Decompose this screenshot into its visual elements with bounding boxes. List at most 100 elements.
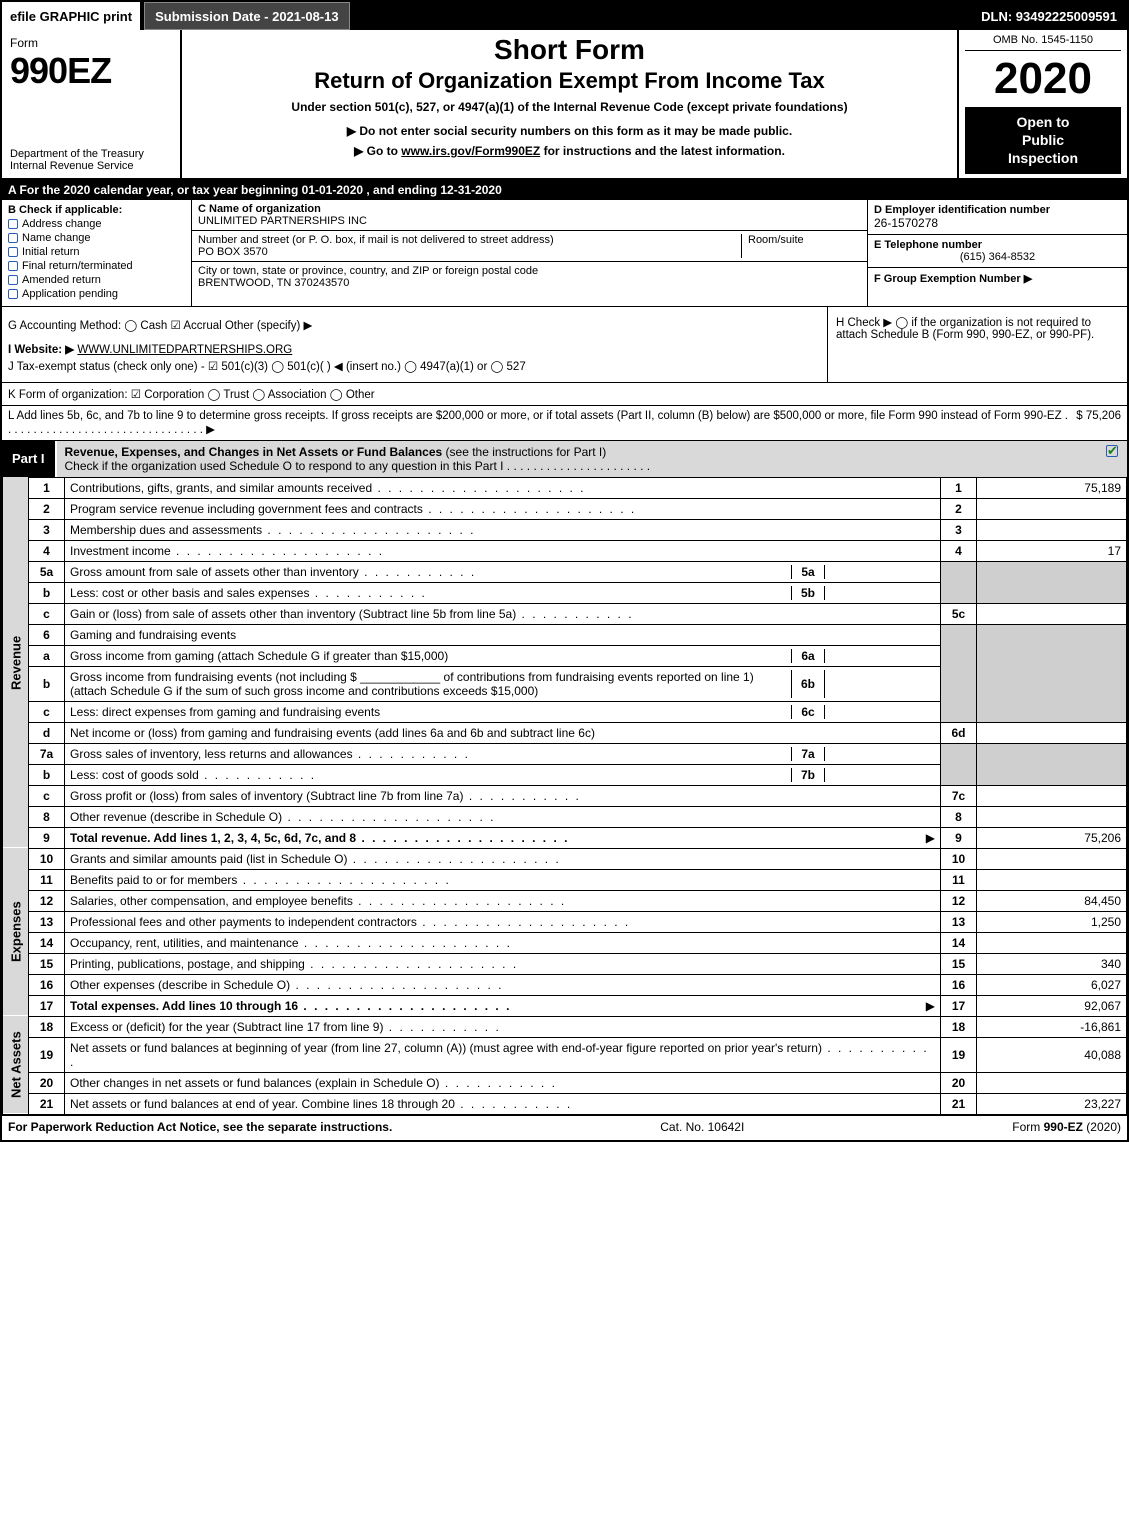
line-l-text: L Add lines 5b, 6c, and 7b to line 9 to … [8,410,1076,436]
row1-desc: Contributions, gifts, grants, and simila… [70,481,586,495]
gl-left: G Accounting Method: ◯ Cash ☑ Accrual Ot… [2,307,827,382]
header-grid: B Check if applicable: Address change Na… [2,200,1127,307]
row4-desc: Investment income [70,544,384,558]
irs-link[interactable]: www.irs.gov/Form990EZ [401,144,540,158]
footer-mid: Cat. No. 10642I [660,1120,744,1134]
row12-rn: 12 [941,890,977,911]
row7c-rn: 7c [941,785,977,806]
part-i-table: Revenue 1 Contributions, gifts, grants, … [2,477,1127,1115]
title-center: Short Form Return of Organization Exempt… [182,30,957,178]
chk-name-change[interactable]: Name change [8,232,185,244]
chk-initial-return[interactable]: Initial return [8,246,185,258]
part-i-header: Part I Revenue, Expenses, and Changes in… [2,441,1127,477]
row15-num: 15 [29,953,65,974]
tax-year: 2020 [965,57,1121,101]
row14-amt [977,932,1127,953]
org-name: UNLIMITED PARTNERSHIPS INC [198,215,367,227]
row11-amt [977,869,1127,890]
return-title: Return of Organization Exempt From Incom… [192,68,947,94]
line-i-pre: I Website: ▶ [8,344,74,356]
row10-num: 10 [29,848,65,869]
line-g: G Accounting Method: ◯ Cash ☑ Accrual Ot… [8,318,821,332]
part-i-sub: Check if the organization used Schedule … [65,459,651,473]
dln-label: DLN: 93492225009591 [971,5,1127,28]
goto-pre: ▶ Go to [354,144,401,158]
row21-num: 21 [29,1093,65,1114]
row9-desc: Total revenue. Add lines 1, 2, 3, 4, 5c,… [70,831,569,845]
row17-desc: Total expenses. Add lines 10 through 16 [70,999,511,1013]
page-footer: For Paperwork Reduction Act Notice, see … [2,1115,1127,1140]
row13-num: 13 [29,911,65,932]
row3-amt [977,519,1127,540]
efile-print-label[interactable]: efile GRAPHIC print [2,2,140,30]
form-id-box: Form 990EZ Department of the Treasury In… [2,30,182,178]
section-a-bar: A For the 2020 calendar year, or tax yea… [2,180,1127,200]
row21-rn: 21 [941,1093,977,1114]
row19-desc: Net assets or fund balances at beginning… [70,1041,929,1069]
row15-desc: Printing, publications, postage, and shi… [70,957,518,971]
row16-amt: 6,027 [977,974,1127,995]
row11-desc: Benefits paid to or for members [70,873,451,887]
row7b-desc: Less: cost of goods sold [70,768,791,782]
row7c-num: c [29,785,65,806]
row7a-desc: Gross sales of inventory, less returns a… [70,747,791,761]
row5c-num: c [29,603,65,624]
row6a-mn: 6a [791,649,825,663]
col-b-checkboxes: B Check if applicable: Address change Na… [2,200,192,306]
chk-application-pending[interactable]: Application pending [8,288,185,300]
row19-num: 19 [29,1037,65,1072]
row13-rn: 13 [941,911,977,932]
row5b-num: b [29,582,65,603]
chk-amended-return[interactable]: Amended return [8,274,185,286]
chk-final-return[interactable]: Final return/terminated [8,260,185,272]
row7a-num: 7a [29,743,65,764]
chk-address-change[interactable]: Address change [8,218,185,230]
row2-rn: 2 [941,498,977,519]
row20-rn: 20 [941,1072,977,1093]
part-i-label: Part I [2,441,57,477]
row9-amt: 75,206 [977,827,1127,848]
row1-num: 1 [29,477,65,498]
dept-treasury: Department of the Treasury [10,148,172,160]
row18-rn: 18 [941,1016,977,1037]
form-990ez-page: efile GRAPHIC print Submission Date - 20… [0,0,1129,1142]
part-i-schedule-o-check[interactable] [1097,441,1127,477]
website-link[interactable]: WWW.UNLIMITEDPARTNERSHIPS.ORG [77,344,292,356]
line-l-amount: $ 75,206 [1076,410,1121,436]
code-subtitle: Under section 501(c), 527, or 4947(a)(1)… [192,100,947,114]
row8-desc: Other revenue (describe in Schedule O) [70,810,495,824]
row3-num: 3 [29,519,65,540]
row18-desc: Excess or (deficit) for the year (Subtra… [70,1020,501,1034]
row8-num: 8 [29,806,65,827]
row14-num: 14 [29,932,65,953]
row6-num: 6 [29,624,65,645]
row1-amt: 75,189 [977,477,1127,498]
top-bar: efile GRAPHIC print Submission Date - 20… [2,2,1127,30]
row12-amt: 84,450 [977,890,1127,911]
row2-desc: Program service revenue including govern… [70,502,636,516]
row6a-num: a [29,645,65,666]
row5a-num: 5a [29,561,65,582]
row14-rn: 14 [941,932,977,953]
row5c-rn: 5c [941,603,977,624]
col-b-title: B Check if applicable: [8,204,185,216]
sidetab-net-assets: Net Assets [3,1016,29,1114]
row4-amt: 17 [977,540,1127,561]
row13-desc: Professional fees and other payments to … [70,915,630,929]
line-h: H Check ▶ ◯ if the organization is not r… [827,307,1127,382]
line-j: J Tax-exempt status (check only one) - ☑… [8,359,821,373]
title-block: Form 990EZ Department of the Treasury In… [2,30,1127,180]
footer-right: Form 990-EZ (2020) [1012,1120,1121,1134]
row4-num: 4 [29,540,65,561]
row20-desc: Other changes in net assets or fund bala… [70,1076,557,1090]
row12-desc: Salaries, other compensation, and employ… [70,894,566,908]
row9-rn: 9 [941,827,977,848]
tel-label: E Telephone number [874,239,982,251]
row3-desc: Membership dues and assessments [70,523,475,537]
addr-value: PO BOX 3570 [198,246,268,258]
row11-num: 11 [29,869,65,890]
row9-num: 9 [29,827,65,848]
row7c-desc: Gross profit or (loss) from sales of inv… [70,789,581,803]
row5a-mn: 5a [791,565,825,579]
sidetab-expenses: Expenses [3,848,29,1016]
